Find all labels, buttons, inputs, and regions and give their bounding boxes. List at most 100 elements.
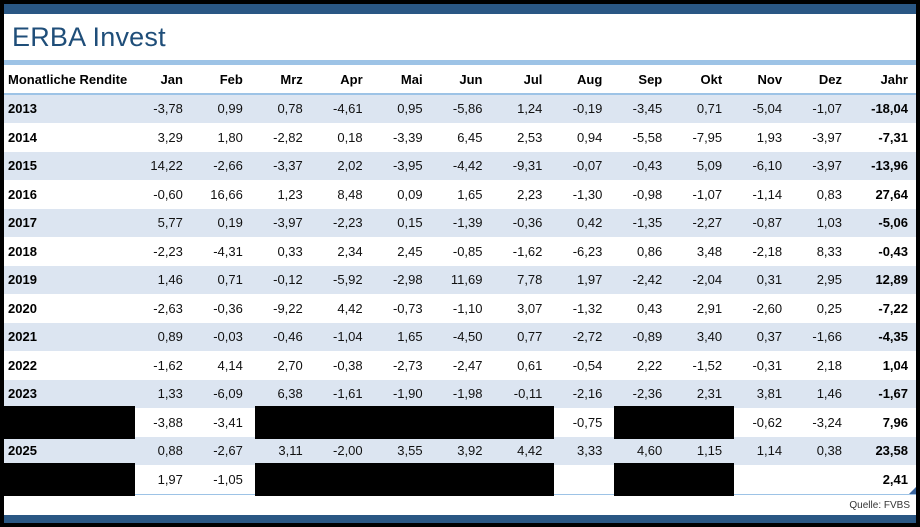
- redacted-cell: [314, 405, 375, 439]
- table-row: 2022 -1,62 4,14 2,70 -0,38 -2,73 -2,47 0,61 -0,5…: [4, 351, 916, 380]
- year-label: 2018: [8, 243, 37, 259]
- month-value: -3,45: [632, 101, 663, 117]
- month-value: 11,69: [450, 272, 483, 288]
- year-label: 2017: [8, 215, 37, 231]
- month-value: -2,23: [153, 243, 183, 259]
- source-note: Quelle: FVBS: [849, 499, 910, 511]
- month-value: -1,10: [452, 300, 483, 316]
- month-value: -3,97: [273, 215, 303, 231]
- month-value: -6,09: [213, 386, 243, 402]
- month-value: 3,40: [696, 329, 723, 345]
- month-value: -6,23: [572, 243, 603, 259]
- month-value: -4,31: [213, 243, 243, 259]
- month-value: -0,38: [333, 357, 363, 373]
- month-value: 0,61: [517, 357, 543, 373]
- month-value: 0,19: [217, 215, 243, 231]
- table-row: 2014 3,29 1,80 -2,82 0,18 -3,39 6,45 2,53 0,94 -5…: [4, 123, 916, 152]
- month-value: 0,18: [337, 129, 363, 145]
- month-value: -2,36: [632, 386, 663, 402]
- month-value: 5,77: [157, 215, 183, 231]
- table-row: 2013 -3,78 0,99 0,78 -4,61 0,95 -5,86 1,24 -0,19…: [4, 95, 916, 124]
- month-value: -9,31: [512, 158, 543, 174]
- month-value: -2,00: [333, 443, 363, 459]
- month-value: -1,62: [153, 357, 183, 373]
- month-value: -2,60: [752, 300, 783, 316]
- month-value: -1,52: [692, 357, 723, 373]
- month-value: 1,23: [277, 186, 303, 202]
- month-value: 7,78: [517, 272, 543, 288]
- month-value: 1,97: [577, 272, 603, 288]
- month-value: 1,46: [816, 386, 842, 402]
- month-value: -1,04: [333, 329, 363, 345]
- month-value: -5,04: [752, 101, 783, 117]
- month-value: -3,97: [812, 129, 842, 145]
- month-value: -4,50: [452, 329, 483, 345]
- month-value: -0,36: [512, 215, 543, 231]
- month-value: 2,45: [397, 243, 423, 259]
- month-value: 2,02: [337, 158, 363, 174]
- redacted-cell: [614, 405, 675, 439]
- month-value: 0,09: [397, 186, 423, 202]
- month-value: -3,95: [392, 158, 423, 174]
- month-value: 4,14: [217, 357, 243, 373]
- jahr-value: -13,96: [871, 158, 908, 174]
- column-header-feb: Feb: [219, 71, 243, 87]
- month-value: -2,18: [752, 243, 783, 259]
- table-row: -3,88 -3,41 -0,75 -0,62 -3,24 7,96: [4, 405, 916, 439]
- month-value: 1,65: [397, 329, 423, 345]
- source-strip: Quelle: FVBS: [4, 494, 916, 515]
- month-value: -3,37: [273, 158, 303, 174]
- column-header-sep: Sep: [638, 71, 663, 87]
- month-value: -1,14: [752, 186, 783, 202]
- month-value: 1,65: [457, 186, 483, 202]
- month-value: -2,63: [153, 300, 183, 316]
- year-label: 2019: [8, 272, 37, 288]
- month-value: 1,80: [217, 129, 243, 145]
- month-value: 0,37: [756, 329, 783, 345]
- month-value: -0,36: [213, 300, 243, 316]
- month-value: -2,82: [273, 129, 303, 145]
- month-value: 1,15: [696, 443, 723, 459]
- month-value: 1,33: [157, 386, 183, 402]
- month-value: -1,61: [333, 386, 363, 402]
- month-value: 0,88: [157, 443, 183, 459]
- redacted-cell: [314, 462, 375, 496]
- month-value: -1,35: [632, 215, 663, 231]
- month-value: -0,87: [752, 215, 783, 231]
- month-value: 3,29: [157, 129, 183, 145]
- month-value: 2,70: [277, 357, 303, 373]
- top-navy-bar: [4, 4, 916, 14]
- redacted-cell: [614, 462, 675, 496]
- table-row: 2017 5,77 0,19 -3,97 -2,23 0,15 -1,39 -0,36 0,42…: [4, 209, 916, 238]
- month-value: -0,75: [572, 414, 603, 430]
- month-value: -3,88: [153, 414, 183, 430]
- month-value: -2,16: [572, 386, 603, 402]
- month-value: 0,71: [217, 272, 243, 288]
- month-value: 0,38: [816, 443, 842, 459]
- year-label: 2015: [8, 158, 37, 174]
- month-value: 0,86: [636, 243, 663, 259]
- month-value: -1,39: [452, 215, 483, 231]
- month-value: 1,97: [157, 471, 183, 487]
- month-value: 4,42: [337, 300, 363, 316]
- column-header-nov: Nov: [757, 71, 783, 87]
- month-value: 0,77: [517, 329, 543, 345]
- month-value: -0,31: [752, 357, 783, 373]
- month-value: -1,30: [572, 186, 603, 202]
- month-value: -2,73: [392, 357, 423, 373]
- column-header-mrz: Mrz: [280, 71, 303, 87]
- redacted-cell: [674, 462, 735, 496]
- redacted-cell: [4, 405, 135, 439]
- month-value: 1,93: [756, 129, 783, 145]
- month-value: 2,53: [517, 129, 543, 145]
- jahr-value: -0,43: [878, 243, 908, 259]
- year-label: 2023: [8, 386, 37, 402]
- month-value: 0,43: [636, 300, 663, 316]
- month-value: -0,98: [632, 186, 663, 202]
- table-header-row: Monatliche Rendite Jan Feb Mrz Apr Mai J…: [4, 65, 916, 95]
- month-value: -1,90: [392, 386, 423, 402]
- month-value: 3,48: [696, 243, 723, 259]
- column-header-label: Monatliche Rendite: [8, 71, 128, 87]
- month-value: -0,73: [392, 300, 423, 316]
